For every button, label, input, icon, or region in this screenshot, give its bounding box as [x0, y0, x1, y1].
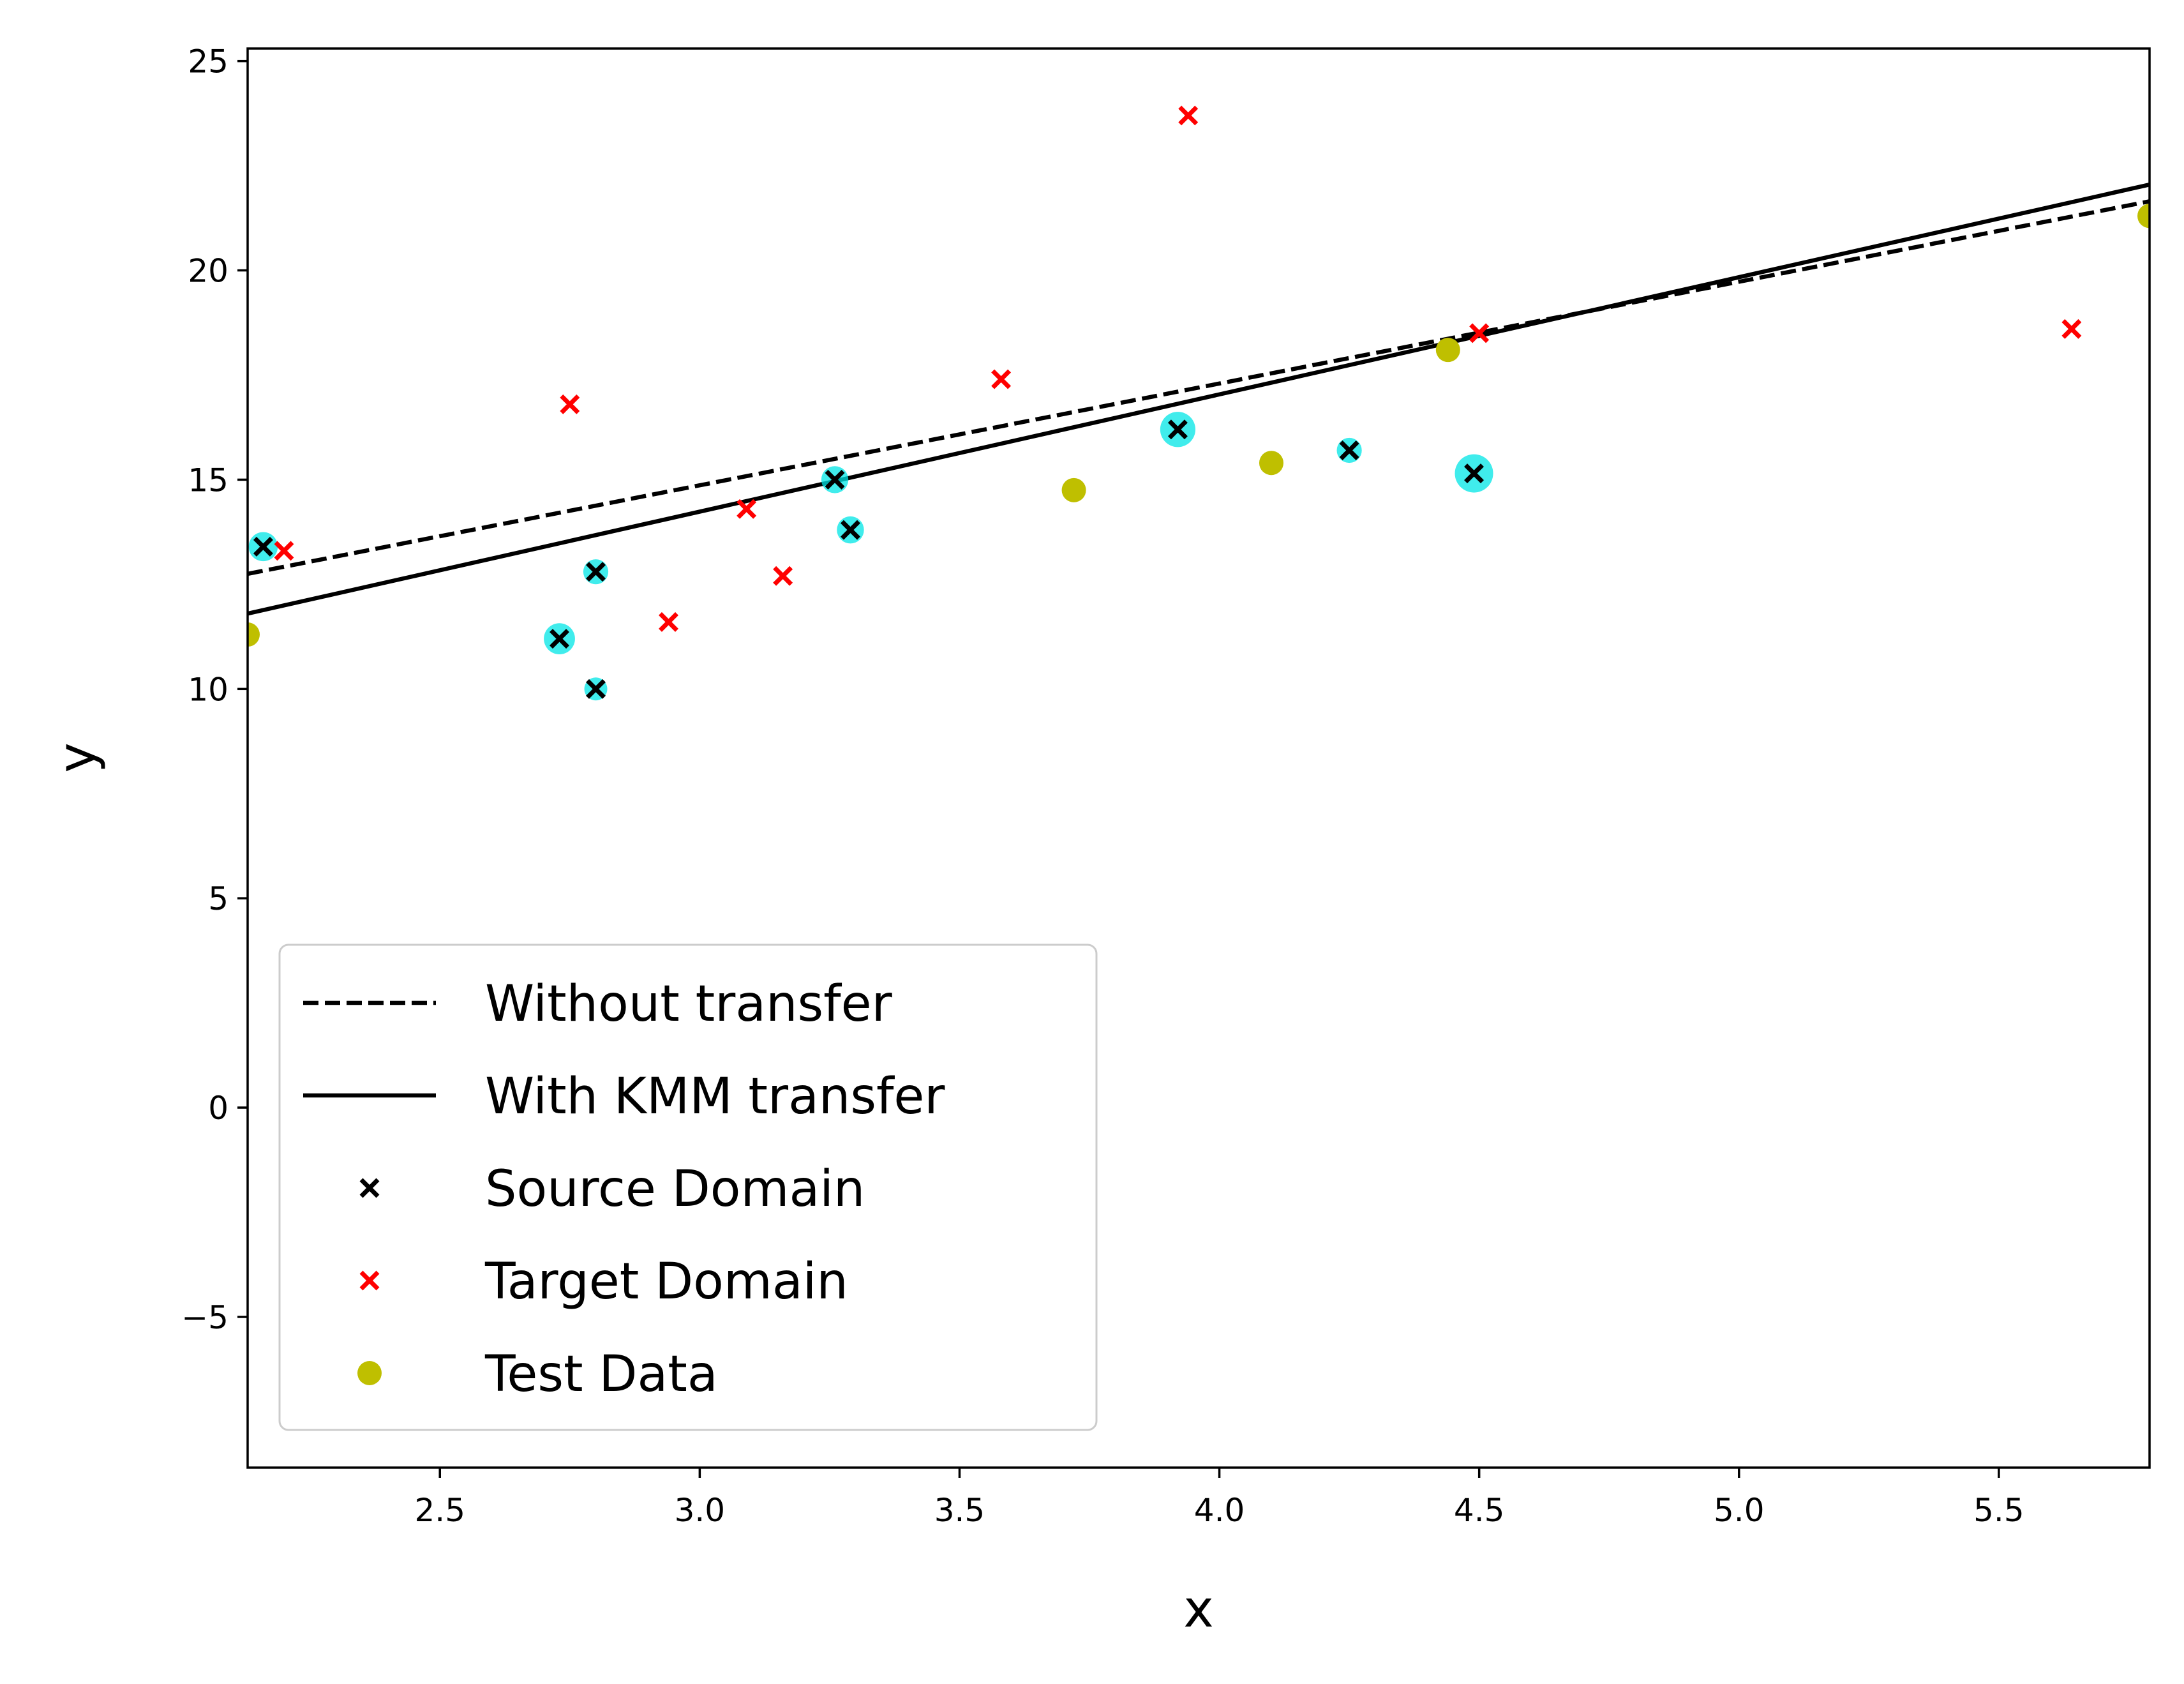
target-domain-point [1469, 323, 1490, 343]
legend-source-domain-label: Source Domain [485, 1161, 865, 1218]
scatter-points [248, 105, 2150, 701]
x-tick-label: 4.0 [1194, 1492, 1245, 1529]
source-domain-point [550, 629, 569, 649]
legend-test-data-swatch [357, 1361, 382, 1385]
x-tick-label: 5.0 [1714, 1492, 1765, 1529]
test-data-point [248, 622, 260, 647]
x-tick-label: 3.5 [934, 1492, 985, 1529]
source-domain-point [586, 679, 606, 699]
target-domain-point [274, 541, 294, 561]
source-domain-point [1339, 440, 1359, 460]
source-domain-point [1464, 463, 1485, 484]
legend-with-kmm-transfer-label: With KMM transfer [485, 1068, 945, 1125]
test-data-point [1061, 477, 1086, 502]
test-data-point [1435, 338, 1460, 363]
source-domain-point [586, 562, 606, 582]
x-tick-label: 3.0 [675, 1492, 726, 1529]
y-tick-label: 10 [188, 671, 228, 708]
x-tick-label: 2.5 [414, 1492, 465, 1529]
source-domain-point [841, 520, 860, 540]
y-tick-label: 0 [208, 1090, 228, 1127]
legend-target-domain-swatch [359, 1270, 380, 1291]
x-axis-label: x [1183, 1579, 1213, 1639]
y-tick-label: 15 [188, 462, 228, 499]
y-axis: −5 0 5 10 15 20 25 [181, 43, 248, 1336]
y-axis-label: y [47, 742, 107, 772]
target-domain-point [991, 369, 1012, 389]
test-data-point [2137, 204, 2150, 229]
source-domain-point [1167, 419, 1188, 440]
without-transfer-line [248, 199, 2150, 576]
target-domain-point [737, 499, 757, 519]
with-kmm-transfer-line [248, 182, 2150, 616]
y-tick-label: −5 [181, 1299, 228, 1336]
legend-source-domain-swatch [359, 1178, 380, 1198]
plot-area [248, 105, 2150, 701]
source-domain-point [253, 536, 273, 557]
source-domain-point [825, 469, 845, 490]
legend-test-data-label: Test Data [484, 1346, 718, 1403]
target-domain-point [773, 566, 793, 586]
target-domain-point [1178, 105, 1199, 126]
plot-frame [246, 47, 2151, 1469]
test-data-point [1259, 451, 1283, 476]
legend-without-transfer-label: Without transfer [485, 975, 893, 1033]
y-tick-label: 5 [208, 880, 228, 917]
target-domain-point [2061, 319, 2082, 339]
x-axis: 2.5 3.0 3.5 4.0 4.5 5.0 5.5 [414, 1468, 2024, 1529]
y-tick-label: 25 [188, 43, 228, 80]
legend: Without transfer With KMM transfer Source … [278, 943, 1098, 1431]
y-tick-label: 20 [188, 253, 228, 290]
legend-target-domain-label: Target Domain [484, 1253, 848, 1311]
x-tick-label: 4.5 [1454, 1492, 1505, 1529]
target-domain-point [560, 394, 580, 414]
x-tick-label: 5.5 [1973, 1492, 2024, 1529]
legend-frame [278, 943, 1098, 1431]
target-domain-point [659, 612, 678, 632]
regression-lines [248, 182, 2150, 616]
